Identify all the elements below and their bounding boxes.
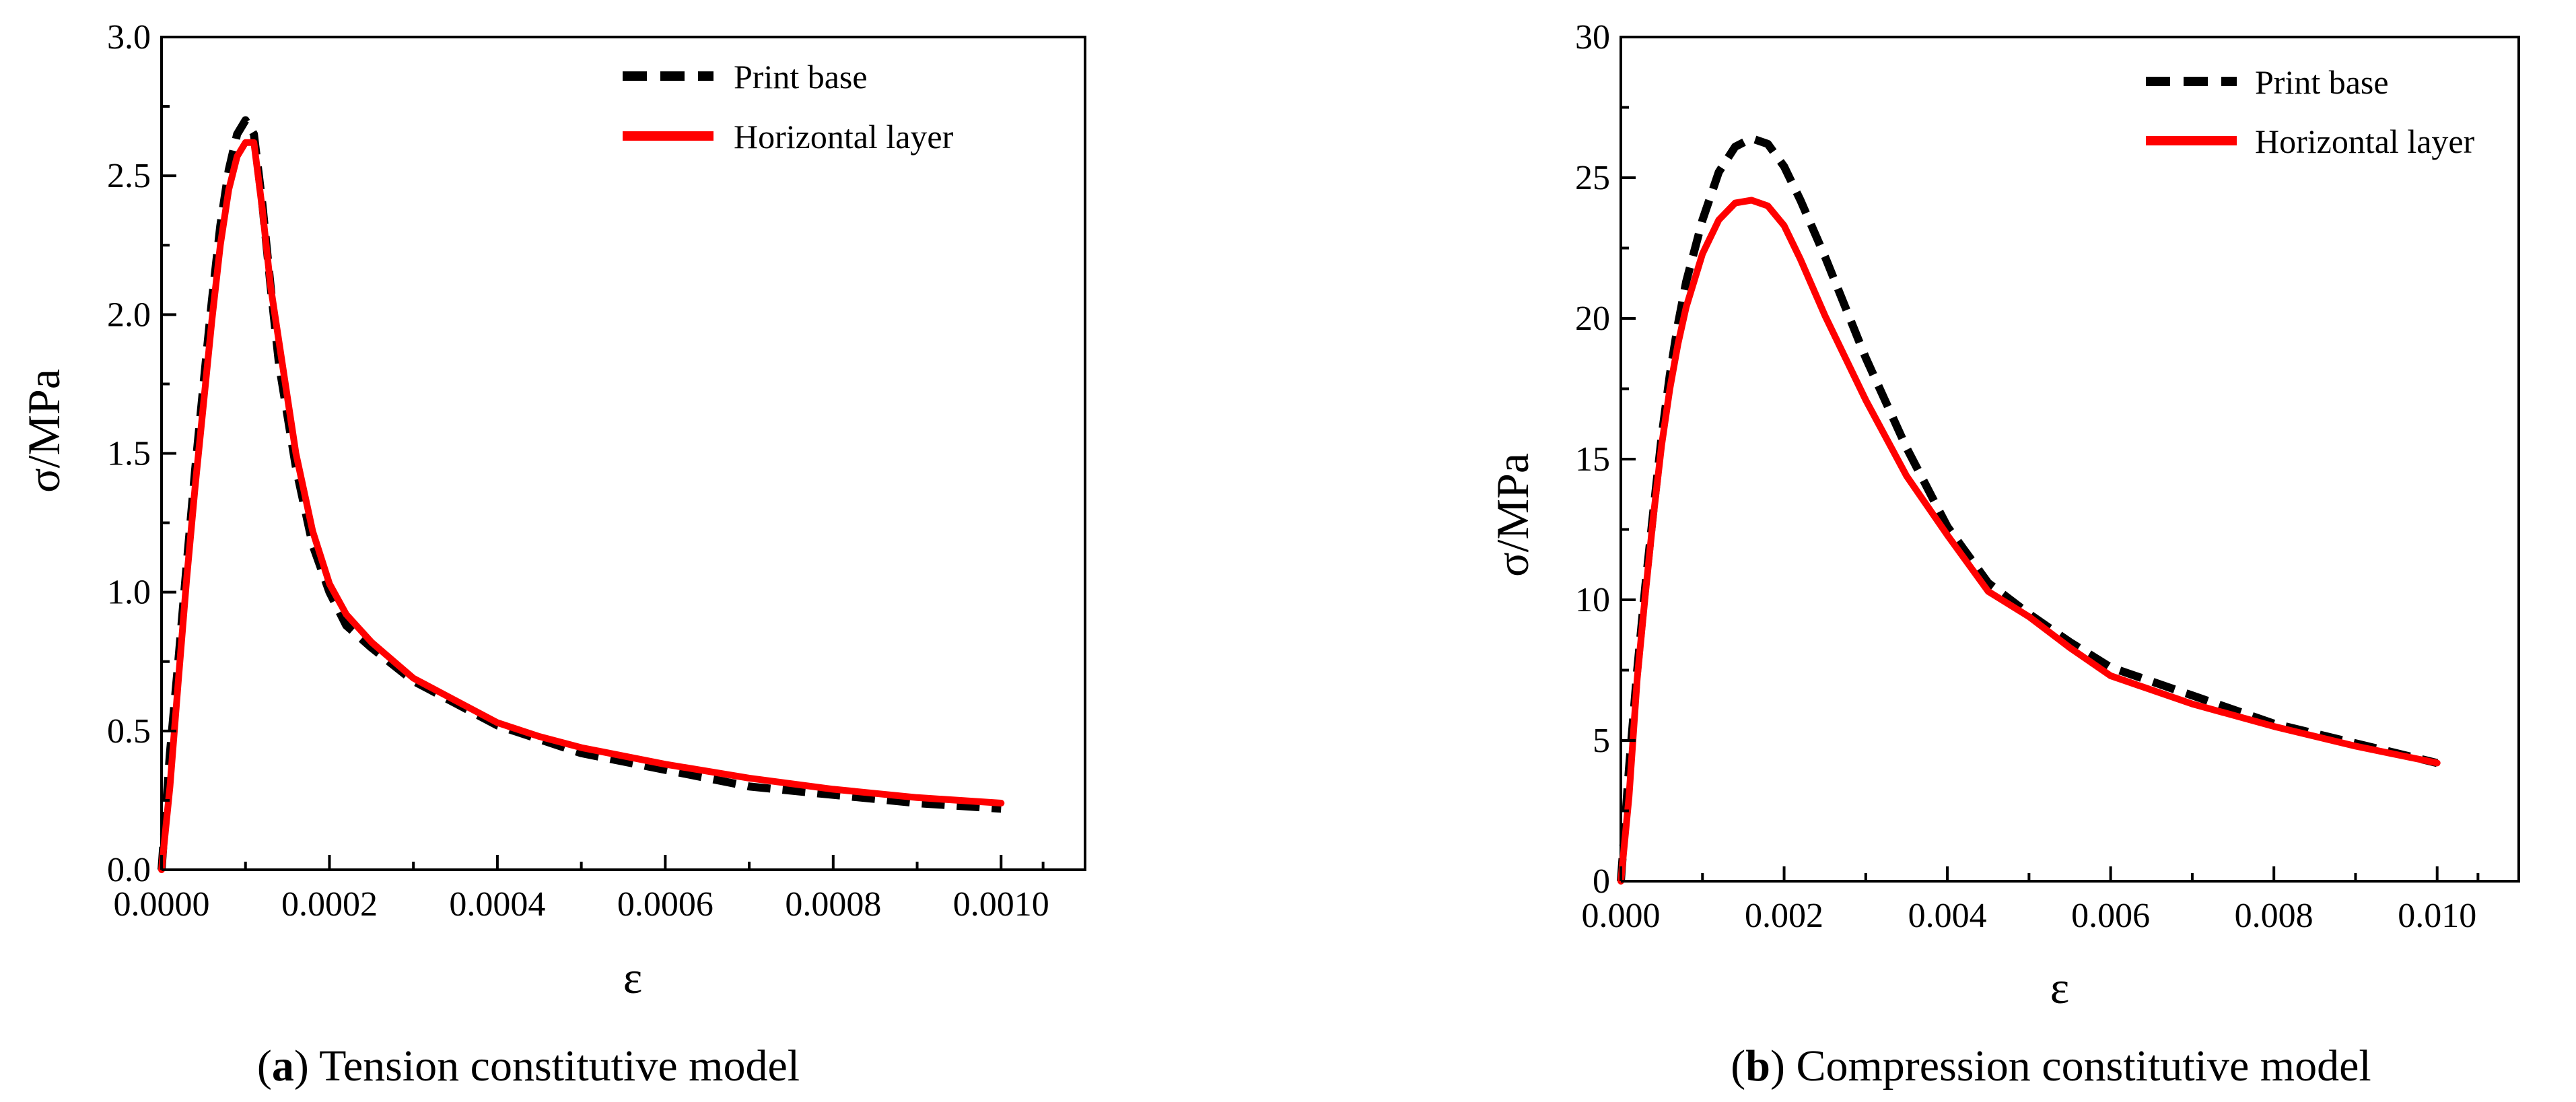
panel-a-x-tick-label: 0.0004 — [449, 885, 545, 924]
panel-a-x-tick-label: 0.0006 — [617, 885, 713, 924]
panel-b-y-tick-label: 5 — [1593, 722, 1610, 760]
panel-b-legend: Print base Horizontal layer — [2146, 63, 2475, 160]
panel-a-caption: (a) Tension constitutive model — [257, 1041, 800, 1091]
panel-b-x-tick-label: 0.000 — [1582, 897, 1661, 935]
panel-b-x-axis-label: ε — [2050, 962, 2070, 1013]
panel-a-series — [158, 116, 1005, 873]
panel-b-y-tick-label: 20 — [1575, 300, 1610, 338]
panel-b-x-tick-label: 0.006 — [2071, 897, 2150, 935]
panel-a-y-tick-label: 1.0 — [107, 574, 151, 612]
panel-a-series-print-base-line — [158, 116, 1002, 870]
panel-a-axis-ticks: 0.0000 0.0002 0.0004 0.0006 0.0008 0.0010 0.0 0… — [107, 18, 1049, 924]
panel-b-series-print-base-line — [1617, 134, 2439, 882]
panel-b-x-tick-label: 0.010 — [2398, 897, 2476, 935]
panel-a-legend-label-print-base: Print base — [734, 58, 868, 96]
panel-a-y-tick-label: 2.0 — [107, 296, 151, 334]
panel-b-legend-label-horizontal-layer: Horizontal layer — [2255, 123, 2475, 160]
panel-a-x-axis-label: ε — [623, 952, 643, 1003]
panel-a-plot-area — [160, 36, 1086, 871]
panel-b-y-tick-label: 0 — [1593, 862, 1610, 901]
panel-b-caption-text: Compression constitutive model — [1796, 1041, 2371, 1091]
panel-a-frame — [160, 36, 1086, 871]
panel-b-y-tick-label: 30 — [1575, 18, 1610, 57]
panel-a-legend-label-horizontal-layer: Horizontal layer — [734, 118, 954, 156]
panel-a-x-tick-label: 0.0008 — [785, 885, 881, 924]
panel-b-y-tick-label: 25 — [1575, 159, 1610, 197]
panel-a-x-tick-label: 0.0002 — [281, 885, 378, 924]
panel-a-x-tick-label: 0.0000 — [114, 885, 210, 924]
panel-a-legend: Print base Horizontal layer — [623, 58, 954, 156]
panel-b-series — [1617, 134, 2441, 885]
panel-a-label: a — [272, 1041, 294, 1091]
panel-b-x-tick-label: 0.002 — [1745, 897, 1823, 935]
panel-b-axis-ticks: 0.000 0.002 0.004 0.006 0.008 0.010 0 5 10 15 20 25… — [1575, 18, 2480, 935]
panel-b-y-tick-label: 15 — [1575, 440, 1610, 479]
panel-a-y-tick-label: 1.5 — [107, 435, 151, 473]
panel-b-series-horizontal-layer-line — [1617, 197, 2441, 885]
panel-a-y-tick-label: 3.0 — [107, 18, 151, 57]
panel-a-x-tick-label: 0.0010 — [953, 885, 1049, 924]
panel-a-caption-text: Tension constitutive model — [319, 1041, 800, 1091]
panel-b-x-tick-label: 0.008 — [2235, 897, 2313, 935]
panel-b-y-tick-label: 10 — [1575, 581, 1610, 619]
panel-a-y-tick-label: 0.0 — [107, 851, 151, 889]
panel-a-tension-chart: 0.0000 0.0002 0.0004 0.0006 0.0008 0.0010 0.0 0… — [18, 18, 1086, 1091]
panel-a-y-axis-label: σ/MPa — [18, 369, 69, 493]
panel-a-series-horizontal-layer-line — [158, 139, 1005, 873]
panel-a-y-tick-label: 0.5 — [107, 712, 151, 751]
panel-b-compression-chart: 0.000 0.002 0.004 0.006 0.008 0.010 0 5 10 15 20 25… — [1487, 18, 2520, 1091]
panel-b-caption: (b) Compression constitutive model — [1731, 1041, 2371, 1091]
panel-a-y-tick-label: 2.5 — [107, 157, 151, 195]
panel-b-label: b — [1745, 1041, 1770, 1091]
panel-b-y-axis-label: σ/MPa — [1487, 453, 1538, 577]
panel-b-legend-label-print-base: Print base — [2255, 63, 2389, 101]
panel-b-x-tick-label: 0.004 — [1908, 897, 1987, 935]
